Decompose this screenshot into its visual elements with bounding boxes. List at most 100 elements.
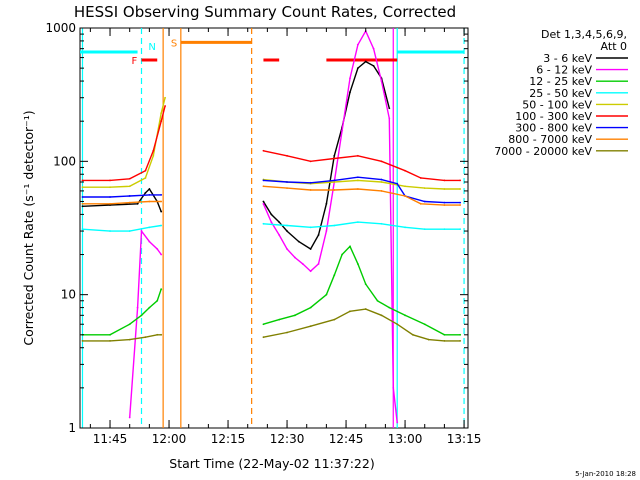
data-point-1-1-0 — [262, 202, 265, 205]
time-markers — [81, 28, 465, 428]
series-line-2-0 — [82, 288, 162, 336]
data-point-2-1-2 — [294, 314, 296, 317]
x-tick-label-2: 12:15 — [211, 432, 246, 446]
legend-label-2: 12 - 25 keV — [529, 75, 592, 88]
data-point-8-1-5 — [364, 308, 367, 310]
data-point-4-0-4 — [152, 154, 155, 157]
data-point-0-1-13 — [372, 64, 375, 67]
data-point-5-0-1 — [109, 179, 111, 182]
legend-label-1: 6 - 12 keV — [536, 64, 592, 77]
data-point-0-1-6 — [317, 234, 320, 236]
y-tick-label-1: 10 — [61, 288, 76, 302]
data-point-5-1-3 — [333, 157, 336, 160]
data-point-3-0-3 — [148, 226, 151, 229]
legend-label-5: 100 - 300 keV — [515, 110, 592, 123]
data-point-0-1-15 — [388, 107, 391, 110]
data-point-5-1-5 — [380, 160, 383, 163]
data-point-0-1-1 — [270, 213, 273, 216]
data-point-7-1-0 — [262, 185, 265, 188]
data-point-1-1-11 — [349, 77, 351, 80]
data-point-2-1-7 — [349, 245, 351, 248]
data-point-5-0-0 — [81, 179, 84, 182]
data-point-2-0-5 — [156, 299, 159, 302]
series-line-3-0 — [82, 224, 162, 232]
data-point-4-1-7 — [423, 187, 426, 189]
data-point-2-1-10 — [376, 299, 379, 302]
data-point-1-0-5 — [160, 253, 163, 256]
data-point-8-0-3 — [144, 336, 147, 339]
data-point-1-1-6 — [309, 270, 312, 273]
data-point-4-1-4 — [356, 179, 359, 182]
data-point-3-0-4 — [160, 224, 163, 227]
data-point-3-1-2 — [309, 226, 312, 229]
data-point-6-1-8 — [423, 200, 426, 203]
data-point-4-0-0 — [81, 186, 84, 189]
data-point-8-1-1 — [286, 331, 288, 334]
data-point-1-1-14 — [372, 47, 375, 50]
data-point-0-1-7 — [325, 202, 328, 205]
data-point-2-0-2 — [128, 323, 131, 326]
data-point-2-1-5 — [333, 274, 336, 277]
legend-label-3: 25 - 50 keV — [529, 87, 592, 100]
data-point-0-1-12 — [364, 60, 367, 63]
footer-date: 5-Jan-2010 18:28 — [575, 470, 636, 478]
data-point-2-0-3 — [140, 314, 143, 317]
data-point-5-1-6 — [404, 169, 406, 172]
data-point-8-1-11 — [459, 340, 462, 342]
data-point-1-1-15 — [380, 80, 383, 82]
data-point-1-1-1 — [270, 221, 273, 224]
data-point-1-1-12 — [356, 43, 359, 46]
data-point-5-1-8 — [443, 179, 446, 182]
series-line-0-0 — [82, 187, 162, 212]
data-point-5-1-9 — [459, 179, 462, 182]
data-point-2-1-15 — [459, 333, 462, 336]
data-point-3-1-6 — [404, 226, 406, 229]
data-point-8-1-0 — [262, 336, 265, 339]
x-tick-label-6: 13:15 — [447, 432, 482, 446]
data-point-8-1-9 — [427, 338, 430, 341]
data-point-6-1-6 — [396, 182, 399, 185]
data-point-4-0-5 — [160, 112, 163, 115]
data-point-0-0-6 — [160, 210, 163, 213]
series-line-2-1 — [263, 245, 461, 336]
data-point-4-1-6 — [404, 185, 406, 188]
data-point-7-0-4 — [160, 200, 163, 203]
flag-label-F: F — [131, 56, 137, 67]
flag-label-S: S — [171, 38, 177, 49]
data-point-6-0-2 — [128, 195, 131, 197]
data-point-6-1-9 — [443, 201, 446, 204]
data-point-7-0-2 — [128, 201, 131, 204]
data-point-0-1-5 — [309, 248, 312, 250]
data-point-4-1-8 — [443, 188, 446, 190]
data-point-8-1-6 — [380, 314, 383, 317]
x-tick-label-3: 12:30 — [270, 432, 305, 446]
data-point-1-0-0 — [128, 416, 131, 419]
data-point-4-0-1 — [109, 186, 111, 189]
data-point-5-1-0 — [262, 149, 265, 152]
data-point-6-1-2 — [309, 181, 312, 184]
data-point-6-1-0 — [262, 179, 265, 182]
y-tick-label-0: 1 — [68, 421, 76, 435]
data-point-0-1-2 — [278, 221, 281, 224]
data-point-3-1-1 — [286, 224, 288, 227]
series-line-5-0 — [82, 105, 166, 182]
data-point-7-1-1 — [286, 187, 288, 189]
data-point-2-1-1 — [278, 318, 281, 321]
data-point-1-0-4 — [156, 248, 159, 250]
data-point-7-1-4 — [356, 188, 359, 190]
data-point-5-0-4 — [152, 149, 155, 152]
plot-area — [79, 27, 469, 429]
data-point-4-0-3 — [144, 177, 147, 179]
data-point-8-1-10 — [443, 340, 446, 342]
data-point-3-1-4 — [356, 221, 359, 224]
data-point-2-1-3 — [309, 306, 312, 309]
data-point-7-1-3 — [333, 189, 336, 191]
data-point-1-0-1 — [136, 306, 139, 309]
data-point-0-1-3 — [286, 230, 288, 232]
data-point-0-1-11 — [356, 67, 359, 70]
data-point-3-1-5 — [380, 222, 383, 225]
data-point-1-0-2 — [140, 230, 143, 232]
series-lines — [81, 29, 462, 424]
